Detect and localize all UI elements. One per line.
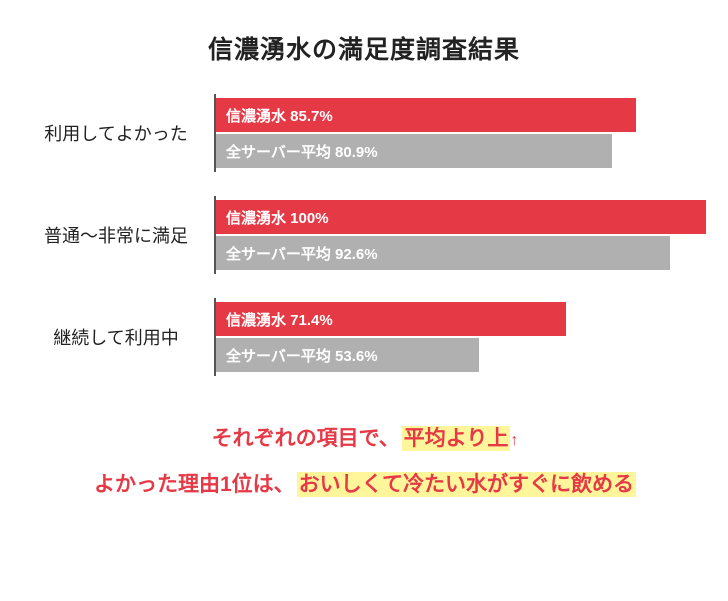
category-label: 普通〜非常に満足 bbox=[24, 222, 214, 248]
footer-line2-highlight: おいしくて冷たい水がすぐに飲める bbox=[297, 472, 636, 497]
bar-chart: 利用してよかった信濃湧水 85.7%全サーバー平均 80.9%普通〜非常に満足信… bbox=[24, 94, 704, 376]
up-arrow-icon: ↑ bbox=[510, 432, 518, 449]
chart-title: 信濃湧水の満足度調査結果 bbox=[24, 30, 704, 66]
footer-line1-highlight: 平均より上 bbox=[402, 426, 511, 451]
bar-group: 信濃湧水 71.4%全サーバー平均 53.6% bbox=[214, 298, 704, 376]
category-label: 継続して利用中 bbox=[24, 324, 214, 350]
bar-group: 信濃湧水 85.7%全サーバー平均 80.9% bbox=[214, 94, 704, 172]
chart-row: 利用してよかった信濃湧水 85.7%全サーバー平均 80.9% bbox=[24, 94, 704, 172]
secondary-bar: 全サーバー平均 53.6% bbox=[216, 338, 479, 372]
secondary-bar: 全サーバー平均 92.6% bbox=[216, 236, 670, 270]
secondary-bar: 全サーバー平均 80.9% bbox=[216, 134, 612, 168]
footer-line2-pre: よかった理由1位は、 bbox=[92, 472, 297, 497]
primary-bar: 信濃湧水 85.7% bbox=[216, 98, 636, 132]
chart-row: 継続して利用中信濃湧水 71.4%全サーバー平均 53.6% bbox=[24, 298, 704, 376]
category-label: 利用してよかった bbox=[24, 120, 214, 146]
chart-row: 普通〜非常に満足信濃湧水 100%全サーバー平均 92.6% bbox=[24, 196, 704, 274]
bar-group: 信濃湧水 100%全サーバー平均 92.6% bbox=[214, 196, 706, 274]
primary-bar: 信濃湧水 71.4% bbox=[216, 302, 566, 336]
footer-text: それぞれの項目で、平均より上↑ よかった理由1位は、おいしくて冷たい水がすぐに飲… bbox=[24, 416, 704, 508]
primary-bar: 信濃湧水 100% bbox=[216, 200, 706, 234]
footer-line1-pre: それぞれの項目で、 bbox=[210, 426, 402, 451]
